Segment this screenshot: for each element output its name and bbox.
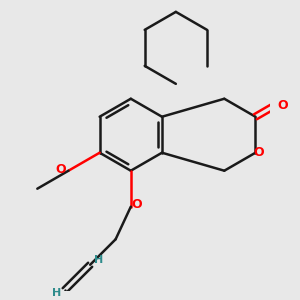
Text: O: O [277,99,288,112]
Text: O: O [56,163,66,176]
Text: H: H [52,288,61,298]
Text: H: H [94,255,103,265]
Text: O: O [254,146,264,159]
Text: O: O [131,198,142,211]
